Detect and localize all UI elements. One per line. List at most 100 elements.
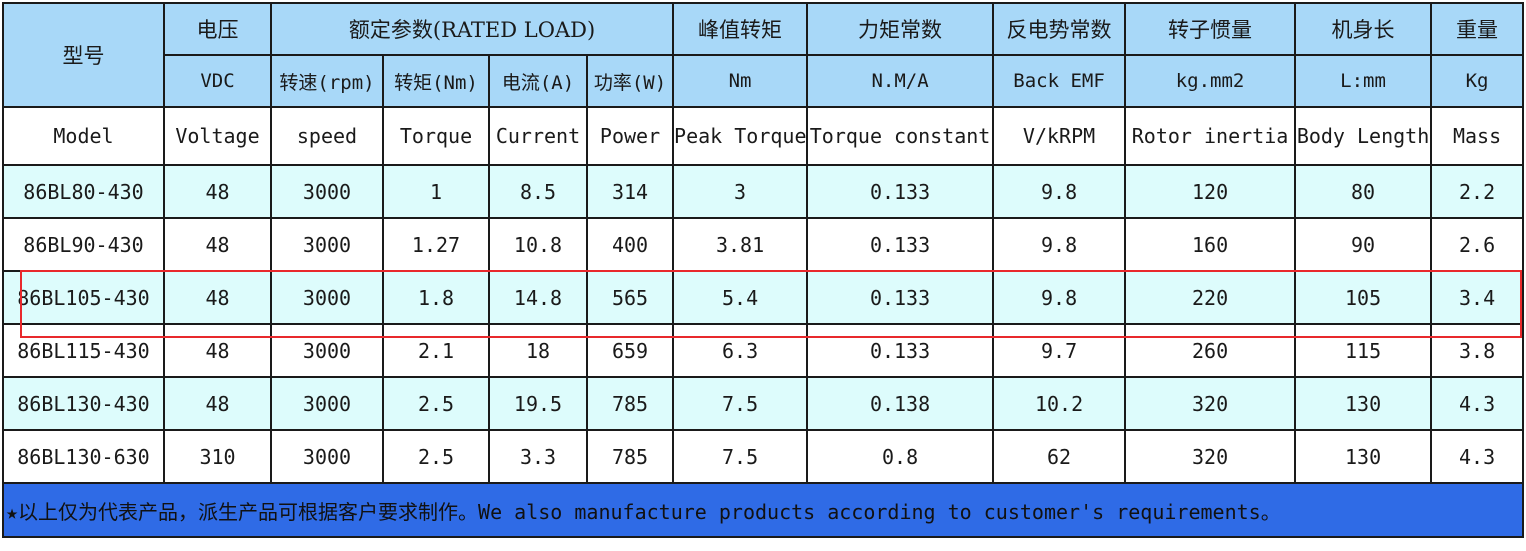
table-cell: 3000 [270, 217, 384, 272]
rated-load-header: 额定参数(RATED LOAD) [269, 2, 675, 56]
table-cell: 1.27 [382, 217, 490, 272]
table-cell: 0.138 [806, 376, 995, 431]
table-cell: 4.3 [1430, 429, 1525, 484]
power-unit: 功率(W) [585, 54, 675, 108]
table-cell: 160 [1124, 217, 1297, 272]
table-row: 86BL130-630 310 3000 2.5 3.3 785 7.5 0.8 62 320 13… [2, 429, 1525, 484]
table-cell: 3.81 [672, 217, 809, 272]
body-length-unit: L:mm [1294, 54, 1433, 108]
table-cell: 120 [1124, 164, 1297, 219]
table-cell: 3.8 [1430, 323, 1525, 378]
table-cell: 9.8 [992, 164, 1127, 219]
back-emf-header: 反电势常数 [992, 2, 1127, 56]
current-unit: 电流(A) [488, 54, 588, 108]
table-cell: 565 [585, 270, 675, 325]
table-cell: 320 [1124, 429, 1297, 484]
weight-unit: Kg [1430, 54, 1525, 108]
en-header-cell: Power [585, 106, 675, 166]
voltage-unit: VDC [163, 54, 272, 108]
table-cell: 1.8 [382, 270, 490, 325]
table-cell: 0.133 [806, 323, 995, 378]
table-cell: 6.3 [672, 323, 809, 378]
rotor-inertia-header: 转子惯量 [1124, 2, 1297, 56]
table-cell: 8.5 [488, 164, 588, 219]
table-cell: 3000 [270, 270, 384, 325]
rotor-inertia-unit: kg.mm2 [1124, 54, 1297, 108]
en-header-cell: Model [2, 106, 165, 166]
footer-note: ★以上仅为代表产品，派生产品可根据客户要求制作。We also manufact… [1, 482, 1525, 538]
table-cell: 260 [1124, 323, 1297, 378]
table-cell: 18 [488, 323, 588, 378]
header-row-en: Model Voltage speed Torque Current Power… [2, 106, 1525, 166]
table-cell: 86BL105-430 [2, 270, 165, 325]
table-cell: 659 [585, 323, 675, 378]
table-cell: 9.8 [992, 270, 1127, 325]
table-cell: 2.5 [382, 376, 490, 431]
table-cell: 320 [1124, 376, 1297, 431]
table-cell: 2.5 [382, 429, 490, 484]
footer-row: ★以上仅为代表产品，派生产品可根据客户要求制作。We also manufact… [1, 482, 1525, 538]
motor-spec-table: 型号 电压 额定参数(RATED LOAD) 峰值转矩 力矩常数 反电势常数 转… [1, 2, 1525, 538]
table-cell: 4.3 [1430, 376, 1525, 431]
table-cell: 785 [585, 429, 675, 484]
table-cell: 0.133 [806, 164, 995, 219]
table-row: 86BL115-430 48 3000 2.1 18 659 6.3 0.133 9.7 260 1… [2, 323, 1525, 378]
table-row: 86BL80-430 48 3000 1 8.5 314 3 0.133 9.8 120 80 2.2 [2, 164, 1525, 219]
table-cell: 86BL90-430 [2, 217, 165, 272]
table-cell: 130 [1294, 376, 1433, 431]
header-row-units: VDC 转速(rpm) 转矩(Nm) 电流(A) 功率(W) Nm N.M/A … [3, 54, 1525, 108]
torque-constant-unit: N.M/A [806, 54, 995, 108]
table-cell: 86BL80-430 [2, 164, 165, 219]
speed-unit: 转速(rpm) [270, 54, 384, 108]
table-cell: 130 [1294, 429, 1433, 484]
peak-torque-header: 峰值转矩 [672, 2, 809, 56]
en-header-cell: Current [488, 106, 588, 166]
en-header-cell: speed [270, 106, 384, 166]
table-cell: 7.5 [672, 429, 809, 484]
peak-torque-unit: Nm [672, 54, 809, 108]
table-cell: 48 [163, 376, 272, 431]
table-row: 86BL90-430 48 3000 1.27 10.8 400 3.81 0.133 9.8 1… [2, 217, 1525, 272]
table-cell: 10.8 [488, 217, 588, 272]
table-cell: 48 [163, 164, 272, 219]
back-emf-unit: Back EMF [992, 54, 1127, 108]
table-cell: 3.3 [488, 429, 588, 484]
en-header-cell: Rotor inertia [1124, 106, 1297, 166]
table-cell: 0.133 [806, 270, 995, 325]
table-cell: 785 [585, 376, 675, 431]
en-header-cell: Body Length [1294, 106, 1433, 166]
table-cell: 86BL115-430 [2, 323, 165, 378]
table-cell: 86BL130-430 [2, 376, 165, 431]
torque-unit: 转矩(Nm) [382, 54, 490, 108]
header-row-cn: 型号 电压 额定参数(RATED LOAD) 峰值转矩 力矩常数 反电势常数 转… [2, 2, 1525, 108]
table-cell: 3.4 [1430, 270, 1525, 325]
body-length-header: 机身长 [1294, 2, 1433, 56]
table-cell: 9.8 [992, 217, 1127, 272]
table-cell: 3000 [270, 429, 384, 484]
table-cell: 5.4 [672, 270, 809, 325]
table-cell: 0.133 [806, 217, 995, 272]
table-cell: 2.2 [1430, 164, 1525, 219]
table-cell: 220 [1124, 270, 1297, 325]
table-cell: 90 [1294, 217, 1433, 272]
en-header-cell: Voltage [163, 106, 272, 166]
weight-header: 重量 [1430, 2, 1525, 56]
table-cell: 400 [585, 217, 675, 272]
table-cell: 3000 [270, 323, 384, 378]
table-cell: 48 [163, 217, 272, 272]
table-cell: 86BL130-630 [2, 429, 165, 484]
voltage-header: 电压 [163, 2, 272, 56]
table-cell: 48 [163, 270, 272, 325]
en-header-cell: Torque [382, 106, 490, 166]
table-cell: 2.1 [382, 323, 490, 378]
torque-constant-header: 力矩常数 [806, 2, 995, 56]
table-cell: 9.7 [992, 323, 1127, 378]
table-cell: 62 [992, 429, 1127, 484]
table-cell: 3000 [270, 164, 384, 219]
model-header: 型号 [2, 2, 165, 108]
table-cell: 80 [1294, 164, 1433, 219]
table-cell: 105 [1294, 270, 1433, 325]
table-row-highlighted: 86BL105-430 48 3000 1.8 14.8 565 5.4 0.133 9.8 22… [2, 270, 1525, 325]
table-cell: 2.6 [1430, 217, 1525, 272]
